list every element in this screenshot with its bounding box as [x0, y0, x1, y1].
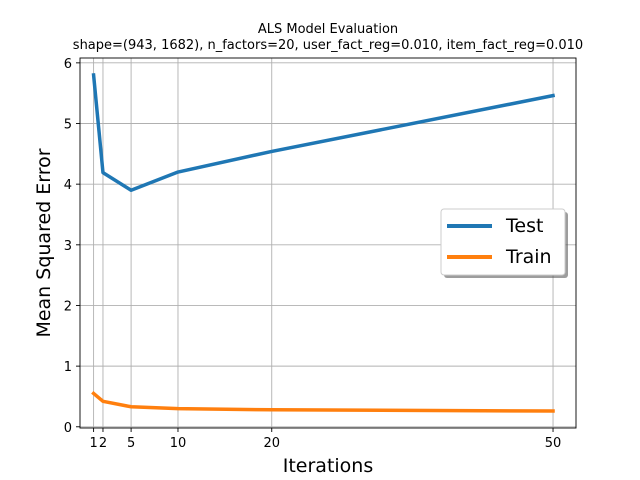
- x-tick-label: 50: [545, 436, 562, 451]
- y-tick-label: 0: [64, 421, 72, 436]
- chart-title: ALS Model Evaluation: [258, 22, 398, 37]
- chart-subtitle: shape=(943, 1682), n_factors=20, user_fa…: [73, 38, 583, 53]
- series-lines: [91, 73, 556, 413]
- x-axis-label: Iterations: [283, 455, 374, 477]
- x-tick-label: 5: [127, 436, 135, 451]
- series-line-train: [91, 390, 555, 413]
- x-tick-label: 10: [170, 436, 187, 451]
- y-tick-label: 4: [64, 178, 72, 193]
- y-tick-label: 1: [64, 360, 72, 375]
- series-line-test: [91, 73, 556, 192]
- y-tick-label: 6: [64, 57, 72, 72]
- legend-label-test: Test: [505, 215, 543, 237]
- y-tick-label: 5: [64, 118, 72, 133]
- x-tick-label: 20: [263, 436, 280, 451]
- y-tick-label: 3: [64, 239, 72, 254]
- y-tick-label: 2: [64, 299, 72, 314]
- legend: Test Train: [440, 208, 568, 278]
- y-axis-label: Mean Squared Error: [33, 148, 55, 337]
- x-tick-label: 1: [89, 436, 97, 451]
- legend-label-train: Train: [505, 246, 552, 268]
- x-tick-label: 2: [99, 436, 107, 451]
- plot-area: [79, 57, 577, 429]
